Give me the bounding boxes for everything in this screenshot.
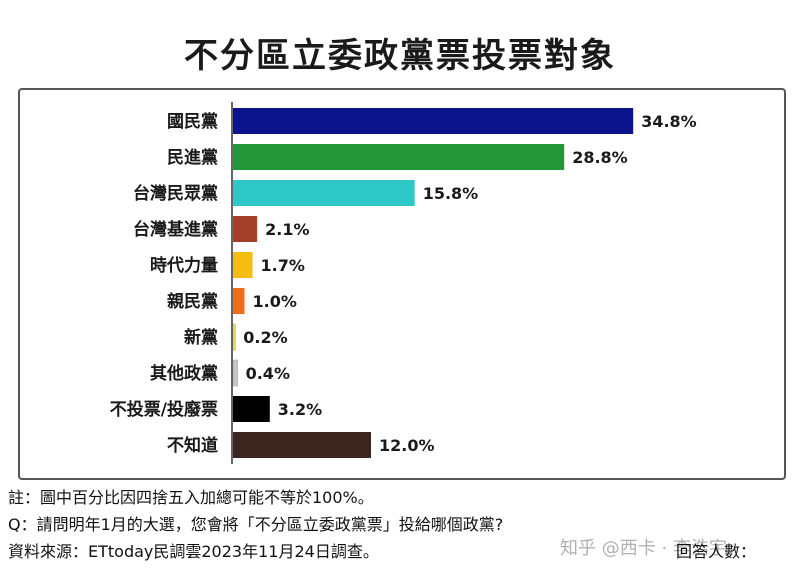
bar (233, 432, 371, 458)
data-label: 3.2% (278, 400, 322, 419)
bar (233, 396, 270, 422)
category-label: 其他政黨 (150, 363, 218, 384)
category-label: 時代力量 (150, 255, 218, 276)
survey-question: Q：請問明年1月的大選，您會將「不分區立委政黨票」投給哪個政黨? (8, 515, 504, 534)
bar-chart: 國民黨 34.8% 民進黨 28.8% 台灣民眾黨 15.8% 台灣基進黨 2.1% 時代力量 1… (110, 102, 697, 464)
category-label: 不知道 (167, 435, 218, 456)
data-label: 12.0% (379, 436, 435, 455)
bar (233, 180, 415, 206)
chart-panel: 國民黨 34.8% 民進黨 28.8% 台灣民眾黨 15.8% 台灣基進黨 2.1% 時代力量 1… (18, 88, 786, 480)
data-label: 28.8% (572, 148, 628, 167)
category-label: 民進黨 (167, 147, 218, 168)
bar (232, 359, 238, 387)
data-label: 15.8% (423, 184, 479, 203)
bottom-edge (0, 566, 800, 578)
footnote: 註：圖中百分比因四捨五入加總可能不等於100%。 (8, 488, 374, 507)
watermark: 知乎 @西卡 · 李浩宇 (560, 538, 727, 559)
category-label: 台灣民眾黨 (133, 183, 218, 204)
bar (233, 216, 258, 242)
data-label: 1.7% (261, 256, 305, 275)
bar (233, 288, 245, 314)
data-label: 2.1% (265, 220, 309, 239)
data-label: 1.0% (253, 292, 297, 311)
bar (233, 108, 634, 134)
bar (233, 144, 565, 170)
data-label: 34.8% (641, 112, 697, 131)
category-label: 台灣基進黨 (133, 219, 218, 240)
bar (233, 252, 253, 278)
data-source: 資料來源：ETtoday民調雲2023年11月24日調查。 (8, 542, 379, 561)
respondents-label: 回答人數： (676, 542, 757, 561)
chart-title: 不分區立委政黨票投票對象 (184, 36, 616, 76)
chart-footer: 註：圖中百分比因四捨五入加總可能不等於100%。 Q：請問明年1月的大選，您會將… (8, 484, 798, 565)
bar (232, 323, 236, 351)
category-label: 親民黨 (167, 291, 218, 312)
category-label: 新黨 (184, 327, 218, 348)
category-label: 國民黨 (167, 111, 218, 132)
category-label: 不投票/投廢票 (110, 399, 218, 420)
data-label: 0.2% (243, 328, 287, 347)
data-label: 0.4% (246, 364, 290, 383)
